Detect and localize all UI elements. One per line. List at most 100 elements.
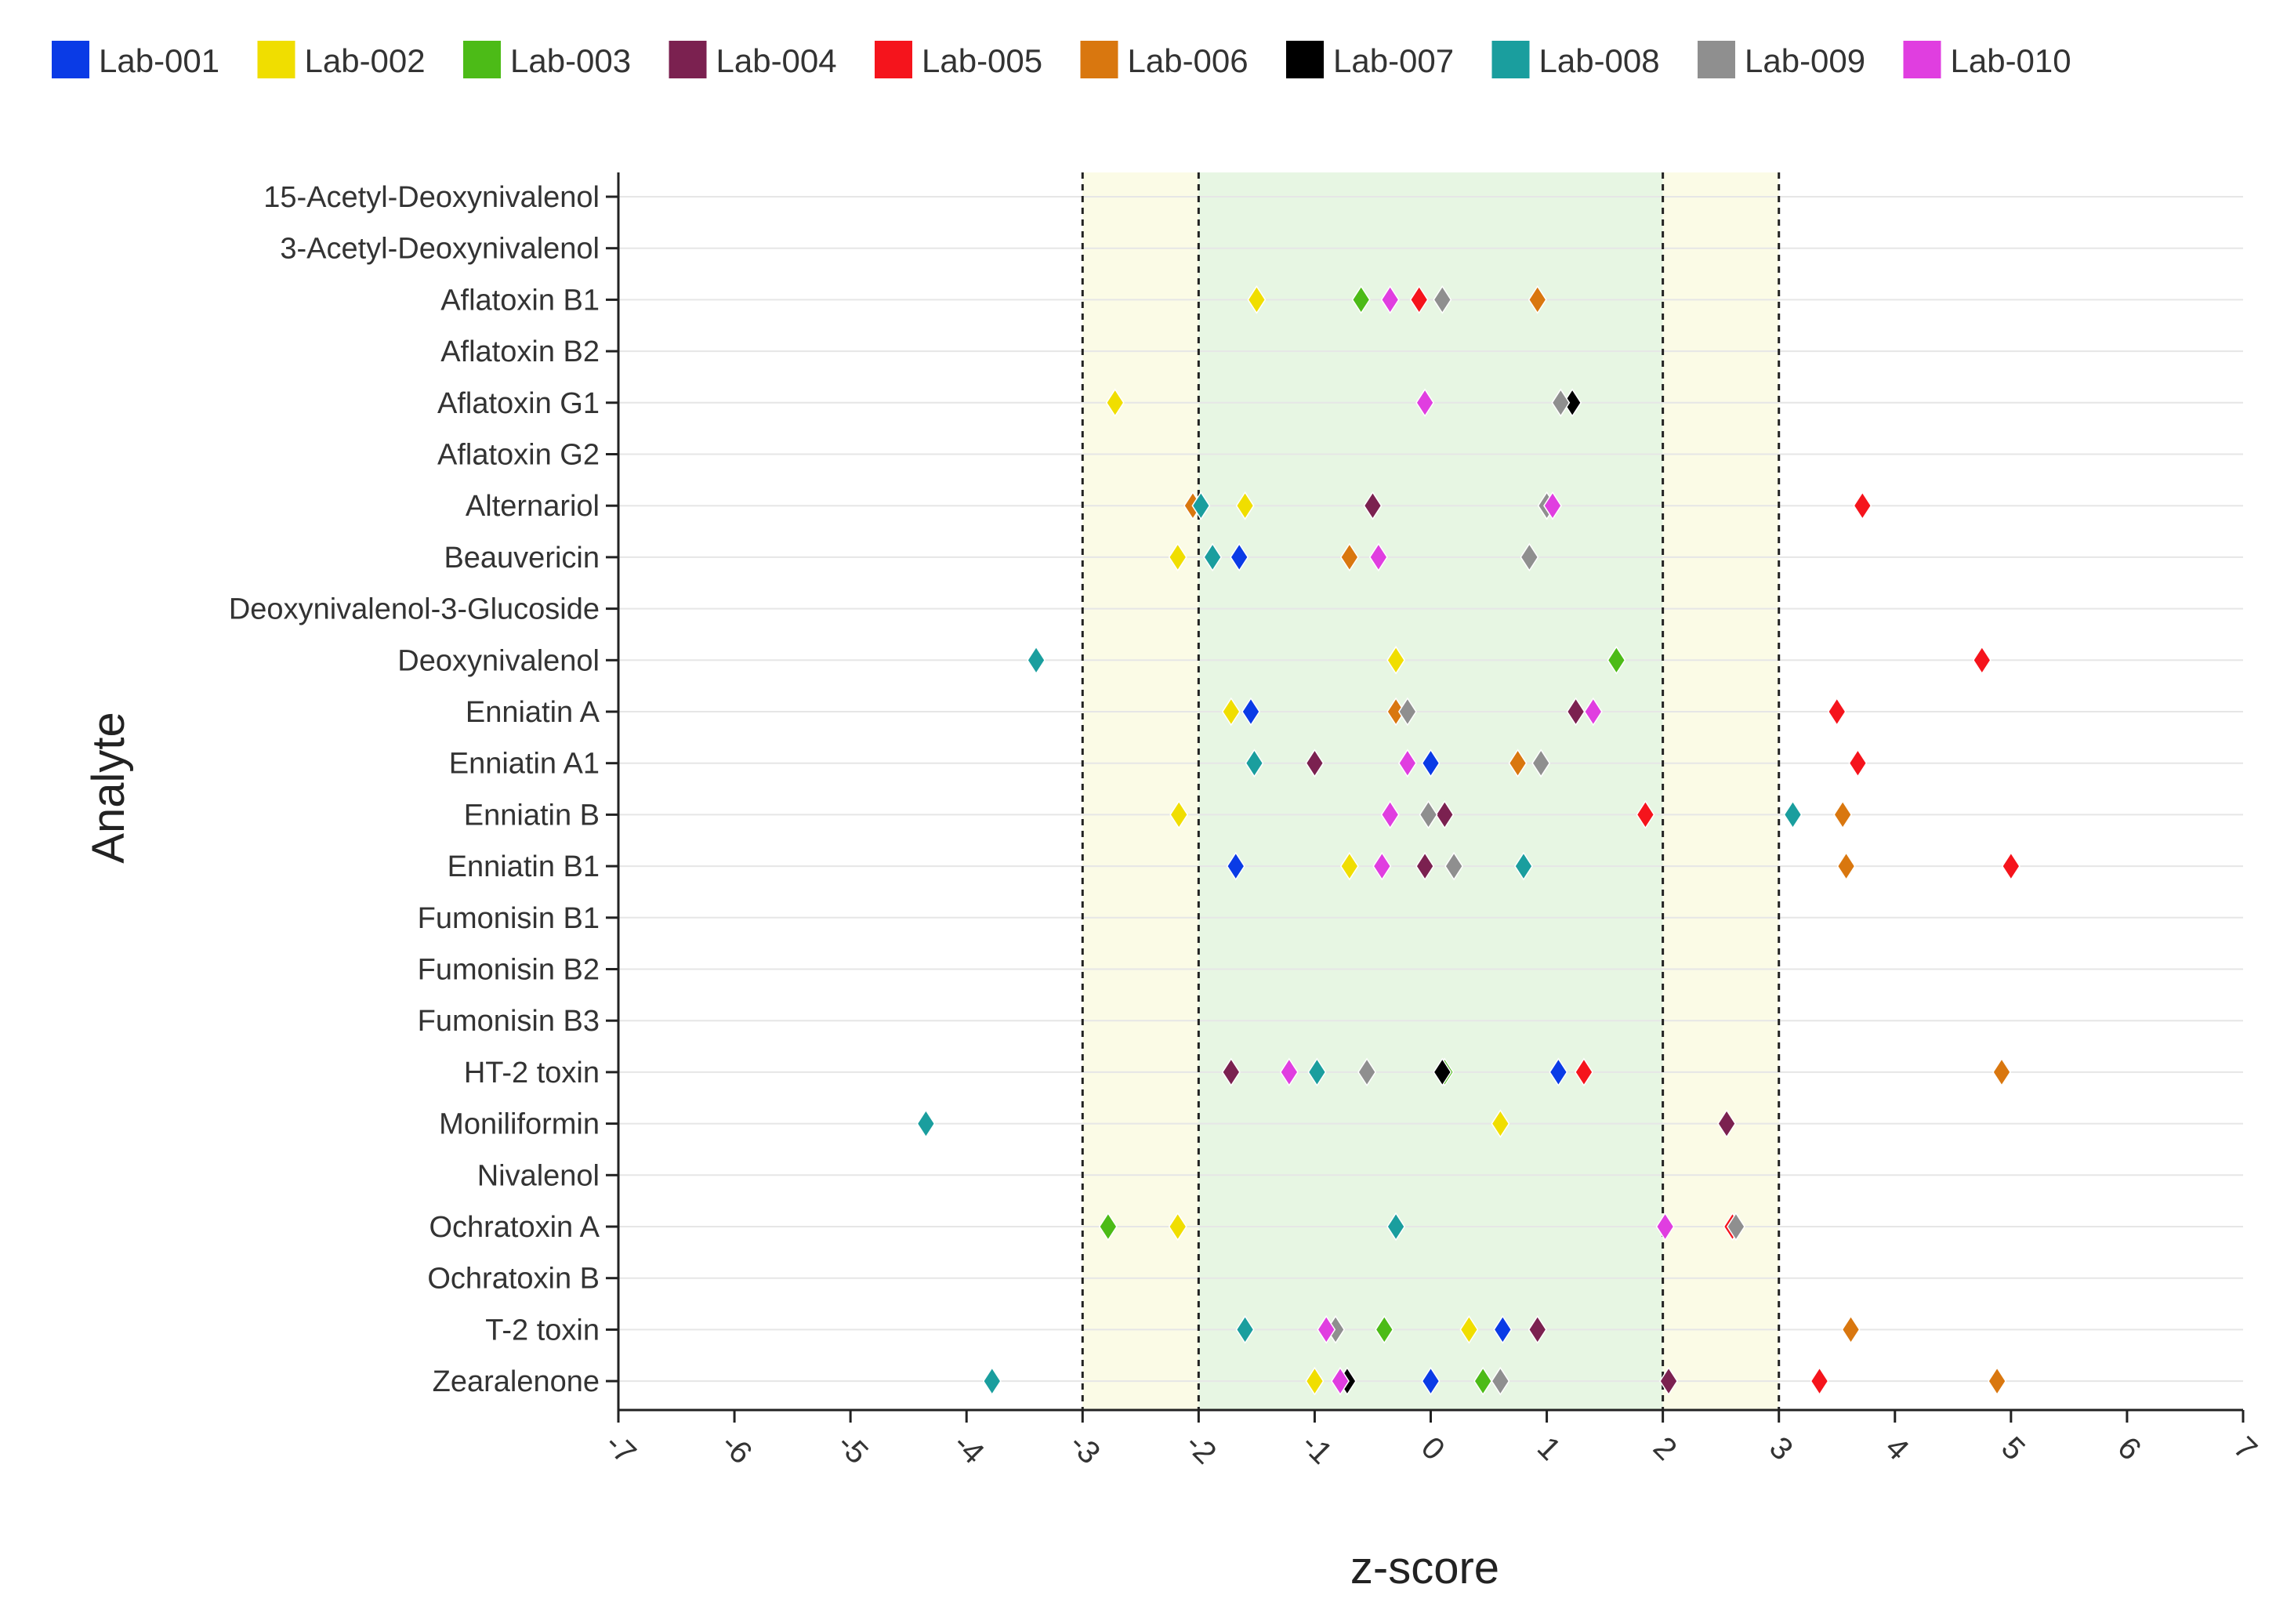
- point-lab-010-enniatin-b1: [1372, 851, 1392, 881]
- y-label-deoxynivalenol: Deoxynivalenol: [397, 644, 600, 677]
- point-lab-002-beauvericin: [1168, 542, 1187, 572]
- point-lab-010-aflatoxin-g1: [1415, 388, 1434, 418]
- point-lab-010-enniatin-a1: [1397, 749, 1417, 778]
- point-lab-003-zearalenone: [1473, 1366, 1493, 1396]
- x-label-minus-7: -7: [599, 1426, 643, 1470]
- point-lab-001-ht-2-toxin: [1549, 1057, 1568, 1087]
- y-label-enniatin-a: Enniatin A: [466, 696, 600, 729]
- point-lab-006-ht-2-toxin: [1992, 1057, 2011, 1087]
- point-lab-006-aflatoxin-b1: [1528, 285, 1547, 314]
- x-label-minus-5: -5: [831, 1426, 875, 1470]
- point-lab-005-enniatin-b1: [2001, 851, 2020, 881]
- y-label-enniatin-b: Enniatin B: [464, 799, 600, 832]
- x-label-minus-6: -6: [715, 1426, 759, 1470]
- point-lab-004-enniatin-b: [1435, 800, 1455, 829]
- legend-label-lab-006: Lab-006: [1128, 42, 1249, 79]
- legend-swatch-lab-001: [52, 41, 89, 78]
- point-lab-006-enniatin-a1: [1508, 749, 1528, 778]
- point-lab-009-beauvericin: [1520, 542, 1539, 572]
- gridlines: [618, 196, 2243, 1383]
- legend: Lab-001 Lab-002 Lab-003 Lab-004 Lab-005 Lab-0…: [52, 41, 2071, 79]
- legend-label-lab-007: Lab-007: [1333, 42, 1454, 79]
- point-lab-002-enniatin-a: [1221, 697, 1241, 727]
- point-lab-002-enniatin-b1: [1339, 851, 1359, 881]
- legend-swatch-lab-005: [875, 41, 912, 78]
- legend-swatch-lab-006: [1080, 41, 1118, 78]
- point-lab-003-aflatoxin-b1: [1351, 285, 1371, 314]
- point-lab-007-ht-2-toxin: [1433, 1057, 1452, 1087]
- x-label-5: 5: [1995, 1430, 2031, 1467]
- point-lab-005-aflatoxin-b1: [1409, 285, 1429, 314]
- data-points: [916, 285, 2020, 1396]
- y-label-aflatoxin-g1: Aflatoxin G1: [437, 387, 600, 420]
- x-label-7: 7: [2227, 1430, 2263, 1467]
- x-label-6: 6: [2111, 1430, 2147, 1467]
- y-label-fumonisin-b1: Fumonisin B1: [418, 902, 600, 935]
- point-lab-001-beauvericin: [1230, 542, 1249, 572]
- y-label-nivalenol: Nivalenol: [477, 1159, 600, 1192]
- tolerance-bands: [1082, 172, 1779, 1410]
- y-label-ochratoxin-b: Ochratoxin B: [427, 1263, 600, 1296]
- y-label-moniliformin: Moniliformin: [439, 1108, 600, 1141]
- y-label-deoxynivalenol-3-glucoside: Deoxynivalenol-3-Glucoside: [229, 593, 600, 626]
- legend-label-lab-005: Lab-005: [922, 42, 1042, 79]
- point-lab-008-ht-2-toxin: [1307, 1057, 1327, 1087]
- point-lab-002-ochratoxin-a: [1168, 1212, 1187, 1242]
- y-label-enniatin-a1: Enniatin A1: [449, 748, 600, 781]
- point-lab-006-zearalenone: [1988, 1366, 2006, 1396]
- legend-label-lab-009: Lab-009: [1745, 42, 1865, 79]
- y-label-ochratoxin-a: Ochratoxin A: [429, 1211, 600, 1244]
- point-lab-009-ochratoxin-a: [1727, 1212, 1745, 1242]
- x-label-minus-4: -4: [947, 1426, 991, 1470]
- x-label-minus-2: -2: [1179, 1426, 1223, 1470]
- point-lab-001-enniatin-a: [1241, 697, 1260, 727]
- y-label-aflatoxin-b2: Aflatoxin B2: [440, 335, 600, 368]
- point-lab-002-alternariol: [1235, 491, 1255, 520]
- y-label-fumonisin-b3: Fumonisin B3: [418, 1005, 600, 1038]
- point-lab-008-zearalenone: [982, 1366, 1002, 1396]
- point-lab-010-zearalenone: [1331, 1366, 1350, 1396]
- legend-label-lab-008: Lab-008: [1539, 42, 1660, 79]
- point-lab-001-t-2-toxin: [1493, 1315, 1513, 1344]
- point-lab-009-ht-2-toxin: [1357, 1057, 1376, 1087]
- y-label-3-acetyl-deoxynivalenol: 3-Acetyl-Deoxynivalenol: [280, 233, 600, 266]
- x-label-0: 0: [1415, 1430, 1451, 1467]
- point-lab-005-ht-2-toxin: [1575, 1057, 1593, 1087]
- point-lab-004-moniliformin: [1717, 1109, 1736, 1138]
- point-lab-008-enniatin-b: [1783, 800, 1803, 829]
- y-label-fumonisin-b2: Fumonisin B2: [418, 954, 600, 987]
- point-lab-008-ochratoxin-a: [1386, 1212, 1405, 1242]
- point-lab-001-zearalenone: [1421, 1366, 1441, 1396]
- point-lab-009-aflatoxin-g1: [1551, 388, 1571, 418]
- band-0: [1082, 172, 1199, 1410]
- point-lab-008-beauvericin: [1203, 542, 1223, 572]
- point-lab-008-enniatin-b1: [1514, 851, 1533, 881]
- point-lab-004-alternariol: [1363, 491, 1383, 520]
- legend-label-lab-003: Lab-003: [510, 42, 631, 79]
- point-lab-002-moniliformin: [1491, 1109, 1510, 1138]
- point-lab-002-deoxynivalenol: [1386, 645, 1405, 675]
- band-1: [1198, 172, 1663, 1410]
- point-lab-004-zearalenone: [1659, 1366, 1678, 1396]
- legend-label-lab-002: Lab-002: [305, 42, 426, 79]
- point-lab-003-t-2-toxin: [1375, 1315, 1394, 1344]
- legend-label-lab-001: Lab-001: [99, 42, 219, 79]
- point-lab-009-zearalenone: [1491, 1366, 1510, 1396]
- point-lab-005-alternariol: [1853, 491, 1872, 520]
- point-lab-010-beauvericin: [1368, 542, 1388, 572]
- legend-swatch-lab-002: [257, 41, 295, 78]
- point-lab-006-enniatin-b: [1833, 800, 1853, 829]
- point-lab-010-alternariol: [1543, 491, 1562, 520]
- y-label-enniatin-b1: Enniatin B1: [448, 850, 600, 883]
- point-lab-005-enniatin-a: [1827, 697, 1847, 727]
- point-lab-010-t-2-toxin: [1317, 1315, 1336, 1344]
- point-lab-008-t-2-toxin: [1235, 1315, 1255, 1344]
- x-label-1: 1: [1531, 1430, 1567, 1467]
- point-lab-008-deoxynivalenol: [1027, 645, 1046, 675]
- point-lab-009-enniatin-a: [1397, 697, 1417, 727]
- point-lab-010-ochratoxin-a: [1655, 1212, 1675, 1242]
- band-2: [1662, 172, 1779, 1410]
- point-lab-003-ochratoxin-a: [1098, 1212, 1118, 1242]
- axes: 15-Acetyl-Deoxynivalenol 3-Acetyl-Deoxyni…: [229, 172, 2263, 1470]
